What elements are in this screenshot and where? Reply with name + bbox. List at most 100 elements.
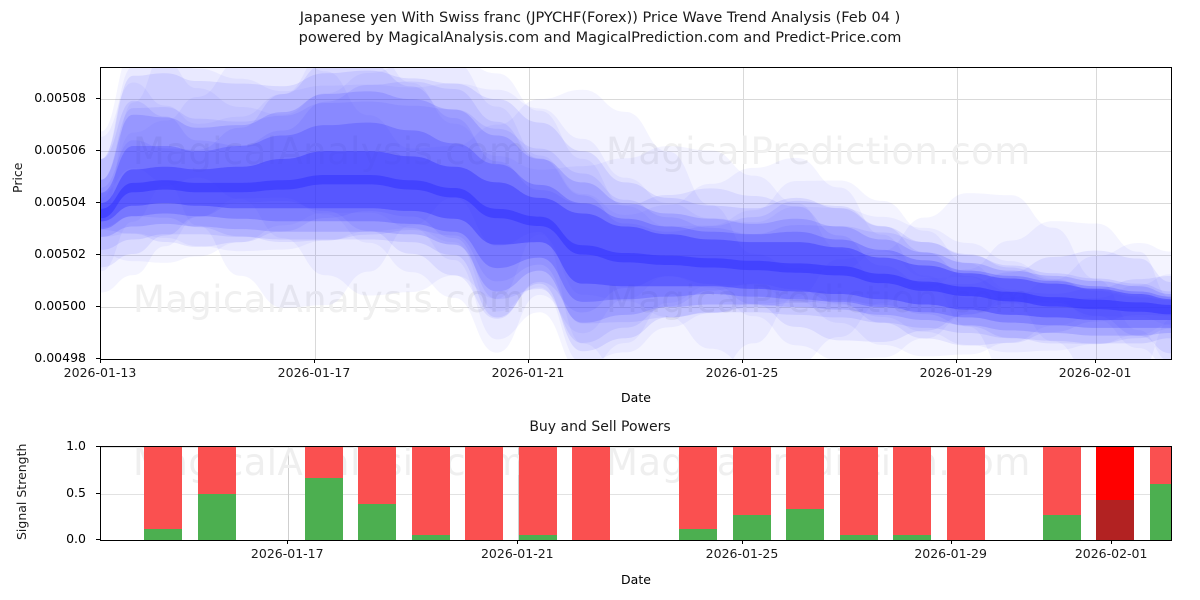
signal-bar[interactable] — [411, 447, 450, 540]
price-y-tick: 0.00508 — [34, 90, 86, 106]
buy-power-segment — [304, 477, 343, 540]
watermark-price-right-top: MagicalPrediction.com — [606, 130, 1031, 173]
price-x-tick: 2026-02-01 — [1058, 365, 1132, 380]
signal-bar[interactable] — [572, 447, 611, 540]
wave-band-3 — [101, 122, 1171, 328]
buy-power-segment — [1042, 514, 1081, 540]
signal-bar[interactable] — [893, 447, 932, 540]
price-y-tick: 0.00498 — [34, 350, 86, 365]
signal-x-tick: 2026-01-29 — [914, 546, 987, 561]
price-y-tickmark — [96, 98, 100, 100]
signal-bar[interactable] — [732, 447, 771, 540]
price-y-axis-title: Price — [10, 162, 25, 194]
signal-gridline-vertical — [288, 447, 290, 540]
signal-x-tick: 2026-01-25 — [705, 546, 779, 561]
buy-power-segment — [679, 528, 718, 540]
buy-power-segment — [197, 493, 236, 540]
price-gridline-vertical — [1096, 68, 1098, 359]
price-x-tick: 2026-01-29 — [919, 365, 993, 380]
price-y-tickmark — [96, 358, 100, 359]
price-gridline — [101, 203, 1171, 205]
sell-power-segment — [946, 447, 985, 540]
signal-bar[interactable] — [786, 447, 825, 540]
signal-x-tick: 2026-01-21 — [480, 546, 554, 561]
page-title: Japanese yen With Swiss franc (JPYCHF(Fo… — [299, 10, 901, 26]
signal-y-tickmark — [96, 492, 100, 494]
signal-bar[interactable] — [839, 447, 878, 540]
signal-bar[interactable] — [304, 447, 343, 540]
sell-power-segment — [732, 447, 771, 515]
price-x-tick: 2026-01-21 — [491, 365, 565, 380]
watermark-price-left-bottom: MagicalAnalysis.com — [133, 278, 526, 321]
buy-power-segment — [1149, 484, 1171, 540]
price-y-tickmark — [96, 150, 100, 152]
signal-x-tickmark — [287, 540, 289, 544]
price-y-tick: 0.00504 — [34, 194, 86, 210]
price-x-tickmark — [314, 359, 315, 363]
price-x-tickmark — [956, 359, 957, 363]
price-y-tick: 0.00500 — [34, 298, 86, 314]
sell-power-segment — [1042, 447, 1081, 515]
price-x-tick: 2026-01-17 — [277, 365, 351, 380]
signal-bar[interactable] — [518, 447, 557, 540]
price-gridline — [101, 151, 1171, 153]
buy-power-segment — [839, 535, 878, 540]
signal-bar[interactable] — [197, 447, 236, 540]
signal-x-tickmark — [517, 540, 519, 544]
price-wave-bands — [101, 68, 1171, 359]
signal-bar[interactable] — [358, 447, 397, 540]
sell-power-segment — [465, 447, 504, 540]
signal-x-tick: 2026-01-17 — [250, 546, 324, 561]
watermark-price-left-top: MagicalAnalysis.com — [133, 130, 526, 173]
price-x-tickmark — [742, 359, 743, 363]
signal-bar[interactable] — [946, 447, 985, 540]
price-chart-panel: MagicalAnalysis.com MagicalPrediction.co… — [100, 67, 1172, 360]
sell-power-segment — [572, 447, 611, 540]
buy-power-segment — [786, 509, 825, 540]
sell-power-segment — [358, 447, 397, 504]
price-x-tickmark — [1095, 359, 1097, 363]
price-x-tick: 2026-01-13 — [63, 365, 137, 380]
signal-y-tick: 0.0 — [66, 531, 86, 546]
sell-power-segment — [839, 447, 878, 536]
watermark-price-right-bottom: MagicalPrediction.com — [606, 278, 1031, 321]
signal-x-tickmark — [950, 540, 952, 544]
chart-title-block: Japanese yen With Swiss franc (JPYCHF(Fo… — [0, 8, 1200, 48]
price-gridline — [101, 307, 1171, 309]
buy-power-segment — [1096, 500, 1135, 540]
signal-chart-panel: MagicalAnalysis.com MagicalPrediction.co… — [100, 446, 1172, 541]
price-y-tickmark — [96, 306, 100, 308]
signal-bar[interactable] — [1096, 447, 1135, 540]
buy-power-segment — [732, 514, 771, 540]
signal-bar[interactable] — [679, 447, 718, 540]
price-y-tickmark — [96, 254, 100, 256]
price-gridline-vertical — [315, 68, 316, 359]
signal-bar[interactable] — [1149, 447, 1171, 540]
signal-bar[interactable] — [1042, 447, 1081, 540]
price-x-axis-title: Date — [621, 390, 651, 405]
page-subtitle: powered by MagicalAnalysis.com and Magic… — [298, 30, 902, 46]
signal-bar[interactable] — [144, 447, 183, 540]
signal-gridline — [101, 447, 1171, 448]
signal-x-tick: 2026-02-01 — [1074, 546, 1148, 561]
sell-power-segment — [679, 447, 718, 529]
price-gridline-vertical — [743, 68, 744, 359]
signal-y-tickmark — [96, 446, 100, 447]
price-x-tickmark — [528, 359, 529, 363]
wave-band-2 — [101, 91, 1171, 336]
price-gridline-vertical — [957, 68, 958, 359]
buy-power-segment — [358, 503, 397, 540]
buy-power-segment — [411, 535, 450, 540]
signal-x-tickmark — [1111, 540, 1113, 544]
price-y-tick: 0.00506 — [34, 142, 86, 158]
signal-y-tickmark — [96, 539, 100, 540]
sell-power-segment — [518, 447, 557, 536]
sell-power-segment — [144, 447, 183, 529]
signal-y-tick: 1.0 — [66, 438, 86, 453]
sell-power-segment — [411, 447, 450, 536]
sell-power-segment — [197, 447, 236, 494]
price-gridline-vertical — [529, 68, 530, 359]
signal-x-tickmark — [742, 540, 743, 544]
signal-bar[interactable] — [465, 447, 504, 540]
